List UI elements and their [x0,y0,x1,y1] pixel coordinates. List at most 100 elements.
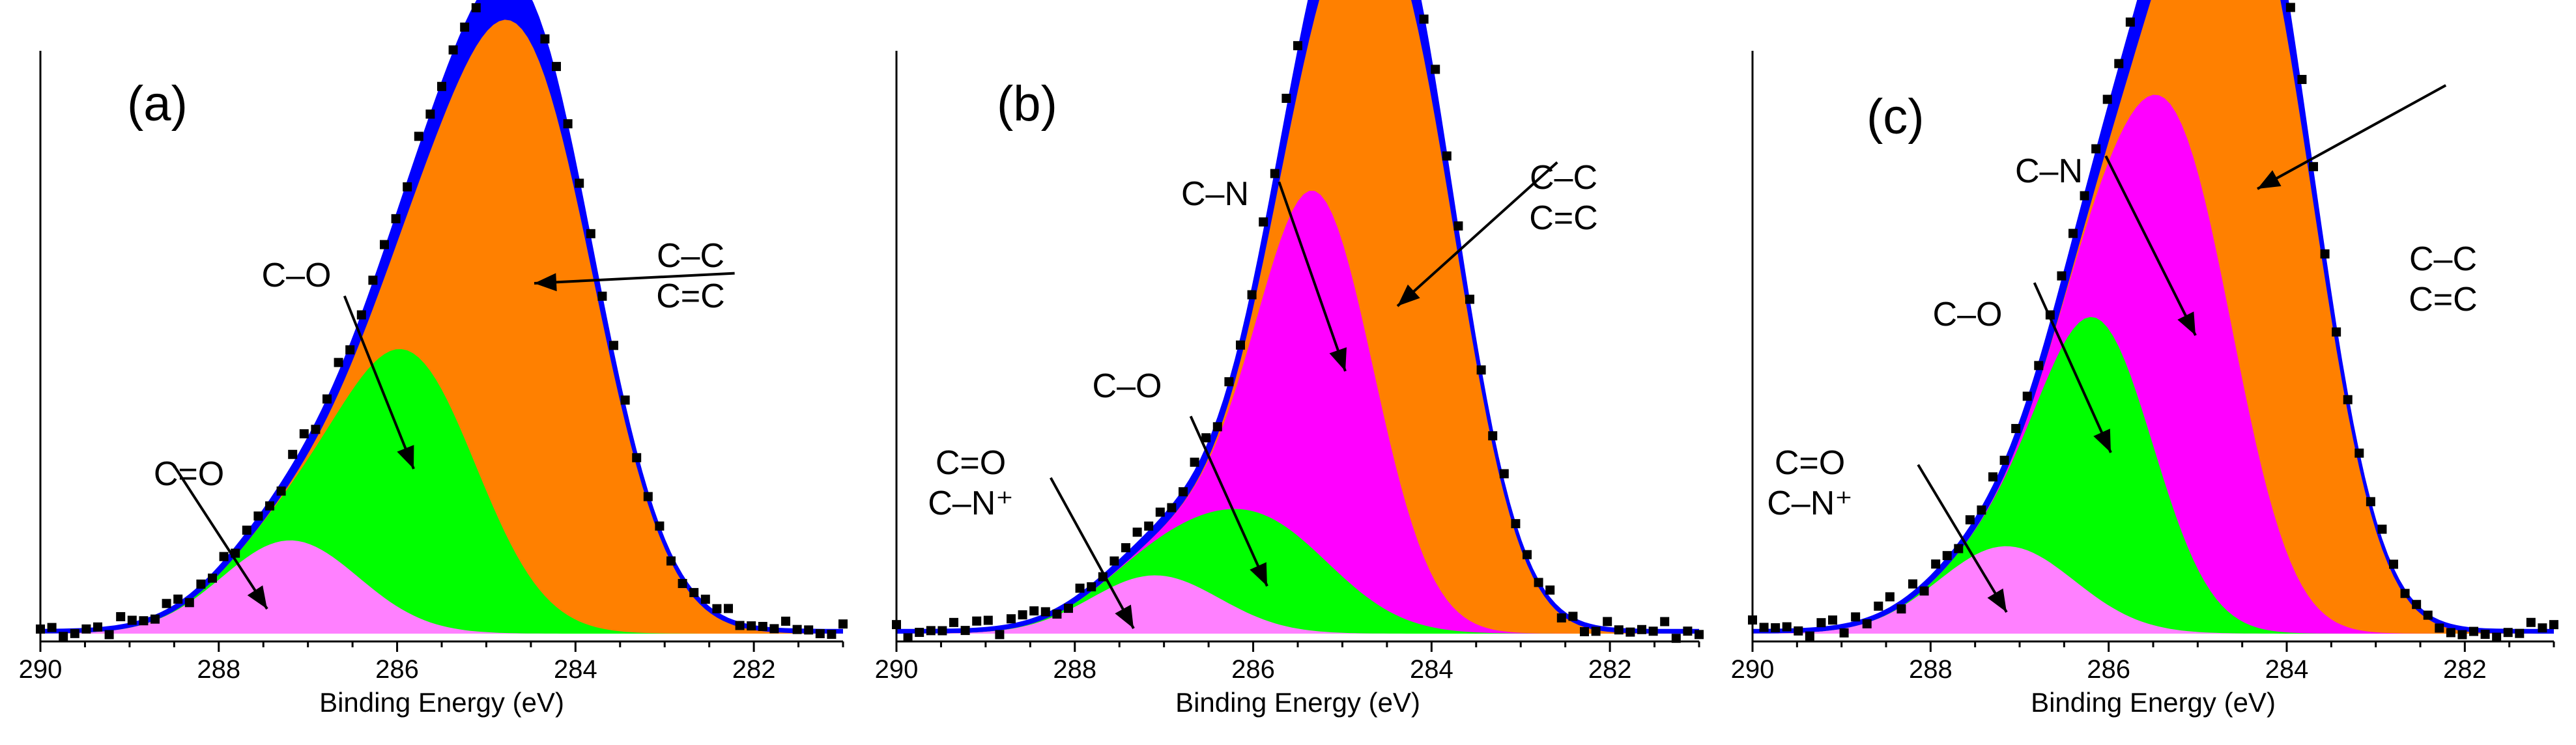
data-point [356,310,366,320]
annotation-label: C–N [1181,175,1249,213]
x-axis-label: Binding Energy (eV) [319,687,564,718]
data-point [2114,59,2124,68]
x-tick-label: 286 [375,655,419,684]
data-point [93,622,102,632]
data-point [345,345,355,355]
data-point [1488,431,1498,441]
data-point [1919,586,1929,596]
data-point [322,394,332,404]
data-point [47,623,57,632]
annotation-arrow [1917,464,2008,613]
annotation-label: C–N⁺ [928,485,1013,522]
data-point [620,395,630,405]
data-point [380,240,389,249]
data-point [242,526,251,535]
data-point [288,449,298,459]
annotation-arrow [1278,181,1347,372]
arrow-head [397,445,414,469]
data-point [960,626,970,636]
x-axis-label: Binding Energy (eV) [1175,687,1420,718]
data-point [2011,424,2021,434]
annotation-label: C–N [2015,152,2083,190]
data-point [1771,623,1781,633]
data-point [758,621,767,631]
arrow-head [2177,311,2196,335]
data-point [1087,582,1096,592]
data-point [2400,589,2410,598]
data-point [1965,515,1975,525]
data-point [1281,93,1291,103]
data-point [643,492,653,501]
data-point [184,598,194,608]
data-point [1545,585,1555,595]
annotation-label: C–C [2409,240,2477,278]
data-point [1212,422,1222,432]
data-point [1568,611,1578,621]
component-c-n [896,191,1699,634]
data-point [1259,217,1268,227]
data-point [1293,41,1302,51]
data-point [1453,221,1463,231]
data-point [1018,610,1027,620]
data-point [655,521,665,531]
data-point [2285,3,2295,12]
data-point [2343,395,2353,404]
data-point [162,598,171,608]
data-point [1270,169,1280,178]
x-tick-label: 290 [875,655,919,684]
annotation-arrow [343,295,415,470]
data-point [334,358,343,367]
data-point [1007,614,1016,624]
annotation-label: C=O [936,444,1006,482]
x-tick-label: 290 [19,655,63,684]
data-point [1794,626,1803,636]
data-point [1908,579,1917,589]
data-point [1648,626,1658,636]
data-point [299,429,309,439]
data-point [403,182,412,191]
data-point [2034,361,2044,371]
data-point [150,614,160,624]
component-c-o-c-n- [1753,546,2554,634]
arrow-head [1329,347,1347,371]
data-point [1155,507,1165,517]
data-point [2515,628,2525,638]
data-point [1782,622,1792,632]
x-tick-label: 284 [1410,655,1453,684]
component-c-o [1753,316,2554,634]
data-point [678,579,687,589]
data-point [1523,550,1532,559]
data-point [1121,543,1130,553]
data-point [2549,620,2558,630]
data-point [1851,612,1861,622]
data-point [1499,469,1509,479]
arrow-head [1115,604,1134,628]
data-point [2469,626,2478,636]
data-point [1931,559,1941,569]
data-point [1999,455,2009,465]
data-point [1839,628,1849,638]
annotation-arrow [1050,477,1135,629]
data-point [1954,544,1964,554]
data-point [2057,271,2067,281]
data-point [972,616,982,626]
data-point [1190,457,1199,467]
data-point [253,511,263,521]
data-point [2354,448,2364,458]
data-point [903,633,913,643]
data-point [2332,327,2341,337]
arrow-head [1250,562,1267,586]
annotation-label: C–O [1933,296,2003,333]
x-tick-label: 282 [732,655,776,684]
data-point [838,619,848,629]
data-point [724,604,733,613]
data-point [2022,391,2032,401]
data-point [460,22,470,32]
data-point [2435,623,2444,633]
data-point [1075,583,1085,593]
data-point [609,341,618,350]
data-point [265,501,274,511]
annotation-arrow [2257,84,2447,190]
data-point [2102,94,2112,104]
